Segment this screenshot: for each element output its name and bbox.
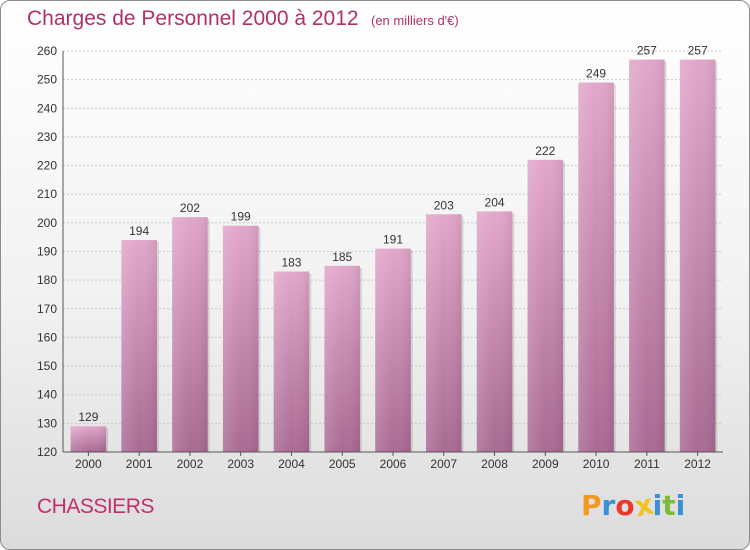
- data-label: 202: [180, 201, 200, 215]
- logo-letter: P: [581, 489, 602, 522]
- x-tick-label: 2002: [177, 457, 204, 471]
- logo-letter: r: [601, 489, 616, 522]
- bar-highlight: [222, 225, 259, 452]
- bar-highlight: [273, 271, 310, 452]
- data-label: 222: [535, 144, 555, 158]
- data-label: 249: [586, 67, 606, 81]
- x-tick-label: 2003: [227, 457, 254, 471]
- data-label: 257: [637, 44, 657, 58]
- bar-highlight: [375, 248, 411, 452]
- x-tick-label: 2011: [634, 457, 660, 471]
- data-label: 185: [332, 250, 352, 264]
- bar-highlight: [426, 214, 462, 452]
- data-label: 204: [485, 195, 505, 209]
- logo-letter: o: [615, 489, 635, 522]
- x-tick-label: 2009: [532, 457, 559, 471]
- chart-title: Charges de Personnel 2000 à 2012: [27, 7, 359, 30]
- x-tick-label: 2007: [430, 457, 457, 471]
- y-tick-label: 120: [37, 445, 57, 459]
- data-label: 257: [688, 44, 708, 58]
- y-tick-label: 230: [37, 130, 57, 144]
- data-label: 203: [434, 198, 454, 212]
- x-tick-label: 2008: [481, 457, 508, 471]
- x-tick-label: 2012: [684, 457, 711, 471]
- bar-highlight: [121, 240, 157, 452]
- y-tick-label: 200: [37, 216, 57, 230]
- bar-highlight: [172, 217, 208, 452]
- logo-letter: i: [675, 489, 686, 522]
- data-label: 129: [78, 410, 98, 424]
- data-label: 194: [129, 224, 149, 238]
- logo-letter: t: [662, 489, 676, 522]
- y-tick-label: 180: [37, 273, 57, 287]
- data-label: 183: [281, 256, 301, 270]
- y-tick-label: 210: [37, 187, 57, 201]
- y-tick-label: 260: [37, 44, 57, 58]
- y-tick-label: 240: [37, 101, 57, 115]
- y-tick-label: 160: [37, 330, 57, 344]
- y-tick-label: 190: [37, 245, 57, 259]
- proxiti-logo: Proxiti: [581, 487, 686, 523]
- bar-highlight: [476, 211, 513, 452]
- y-tick-label: 150: [37, 359, 57, 373]
- data-label: 191: [383, 233, 403, 247]
- bar-highlight: [324, 265, 360, 452]
- bar-highlight: [629, 59, 665, 452]
- x-tick-label: 2005: [329, 457, 356, 471]
- x-tick-label: 2010: [583, 457, 610, 471]
- bar-highlight: [578, 82, 614, 452]
- x-tick-label: 2006: [380, 457, 407, 471]
- x-tick-label: 2004: [278, 457, 305, 471]
- data-label: 199: [231, 210, 251, 224]
- y-tick-label: 140: [37, 388, 57, 402]
- bar-highlight: [70, 426, 107, 452]
- bar-highlight: [679, 59, 716, 452]
- y-tick-label: 220: [37, 159, 57, 173]
- y-tick-label: 130: [37, 416, 57, 430]
- bar-highlight: [527, 159, 564, 453]
- chart-subtitle: (en milliers d'€): [371, 13, 459, 28]
- commune-name: CHASSIERS: [37, 495, 154, 518]
- x-tick-label: 2000: [75, 457, 102, 471]
- y-tick-label: 170: [37, 302, 57, 316]
- y-tick-label: 250: [37, 73, 57, 87]
- logo-letter: i: [652, 489, 663, 522]
- x-tick-label: 2001: [126, 457, 153, 471]
